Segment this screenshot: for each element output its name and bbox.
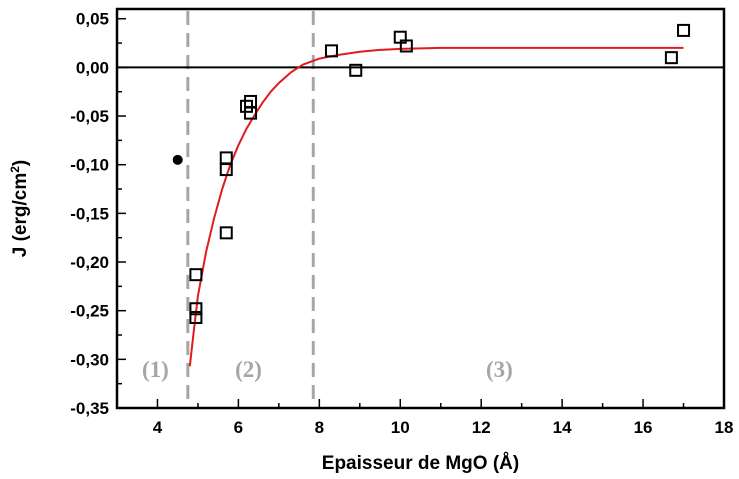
- region-label-1: (1): [142, 357, 169, 382]
- data-point-square-6: [219, 226, 233, 240]
- data-point-square-10: [324, 44, 338, 58]
- data-point-square-11: [349, 63, 363, 77]
- x-tick-label: 14: [553, 418, 572, 437]
- data-point-square-4: [219, 151, 233, 165]
- region-label-2: (2): [235, 357, 262, 382]
- x-axis-title: Epaisseur de MgO (Å): [322, 453, 519, 474]
- y-axis-title-superscript: 2: [8, 166, 22, 173]
- x-tick-label: 18: [715, 418, 734, 437]
- y-axis-title-main: J (erg/cm: [10, 173, 31, 257]
- region-label-3: (3): [486, 357, 513, 382]
- y-tick-label: 0,05: [76, 10, 109, 29]
- x-axis-ticks: 4 6 8 10 12 14 16 18: [116, 399, 734, 437]
- x-tick-label: 8: [315, 418, 324, 437]
- x-tick-label: 6: [234, 418, 243, 437]
- data-point-square-3: [189, 310, 203, 324]
- fit-curve: [188, 46, 684, 367]
- data-point-square-2: [189, 302, 203, 316]
- data-points: [172, 23, 691, 324]
- data-point-square-14: [664, 51, 678, 65]
- x-tick-label: 4: [153, 418, 163, 437]
- x-tick-label: 16: [634, 418, 653, 437]
- plot-frame: [115, 7, 726, 410]
- y-tick-label: -0,15: [70, 204, 109, 223]
- data-point-square-1: [189, 268, 203, 282]
- y-axis-title: J (erg/cm2): [8, 160, 31, 258]
- data-point-square-13: [399, 39, 413, 53]
- x-tick-label: 12: [472, 418, 491, 437]
- y-tick-label: 0,00: [76, 58, 109, 77]
- y-axis-title-close: ): [10, 160, 31, 166]
- region-annotations: (1) (2) (3): [142, 357, 513, 382]
- data-point-square-15: [677, 23, 691, 37]
- y-tick-label: -0,30: [70, 350, 109, 369]
- data-point-square-9: [244, 106, 258, 120]
- data-point-circle-1: [172, 154, 183, 165]
- y-tick-label: -0,10: [70, 156, 109, 175]
- y-tick-label: -0,05: [70, 107, 109, 126]
- data-point-square-5: [219, 163, 233, 177]
- y-tick-label: -0,20: [70, 253, 109, 272]
- y-tick-label: -0,25: [70, 302, 109, 321]
- x-tick-label: 10: [391, 418, 410, 437]
- y-axis-ticks: 0,05 0,00 -0,05 -0,10 -0,15 -0,20 -0,25 -0,30 -0…: [70, 10, 126, 418]
- y-tick-label: -0,35: [70, 399, 109, 418]
